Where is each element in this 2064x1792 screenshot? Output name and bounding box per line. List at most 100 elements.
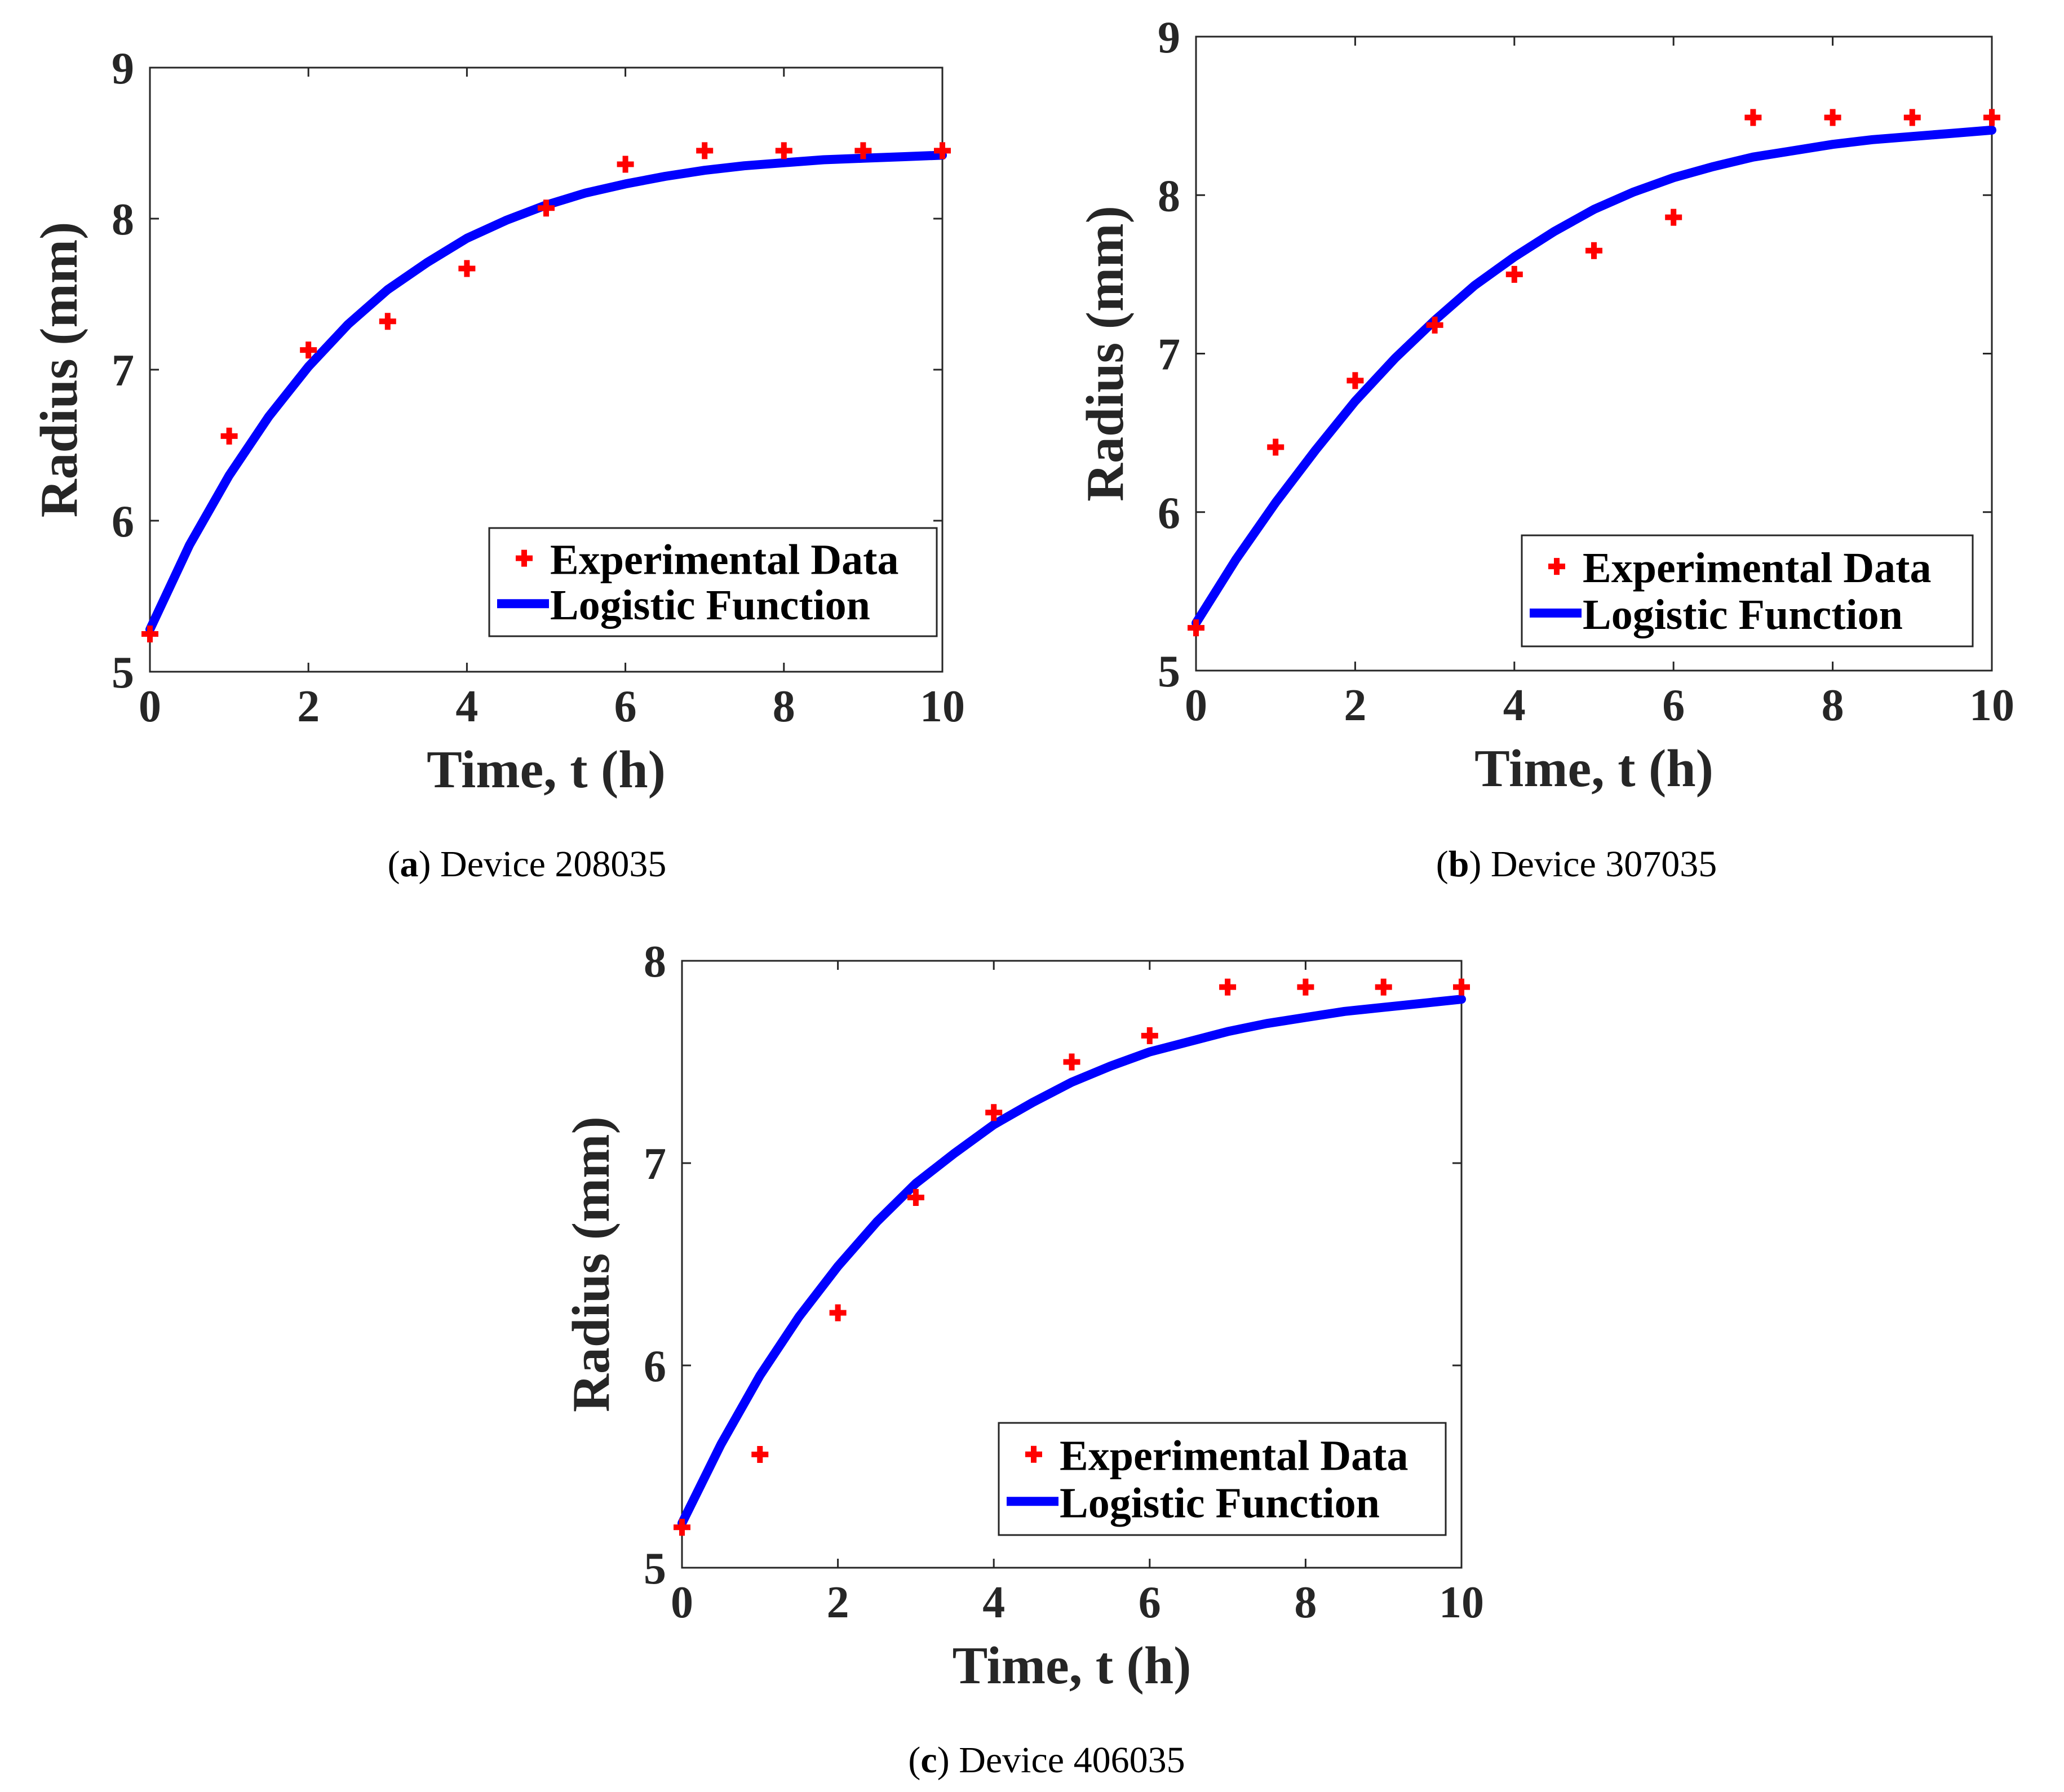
legend-marker-icon	[1025, 1445, 1042, 1463]
caption-text: Device 307035	[1481, 844, 1717, 885]
x-tick-label: 10	[1969, 681, 2014, 730]
y-tick-label: 8	[112, 195, 134, 245]
legend-label: Experimental Data	[550, 536, 898, 584]
data-point	[829, 1304, 847, 1321]
data-point	[1453, 978, 1470, 996]
logistic-function-line	[677, 995, 1466, 1528]
x-tick-label: 0	[1185, 681, 1207, 730]
y-tick-label: 9	[1158, 13, 1180, 63]
caption-close: )	[419, 844, 431, 885]
data-point	[674, 1519, 690, 1536]
caption-letter: b	[1449, 844, 1469, 885]
caption-letter: c	[920, 1740, 937, 1781]
y-tick-label: 7	[1158, 330, 1180, 380]
data-point	[379, 313, 396, 330]
y-tick-label: 8	[644, 937, 666, 987]
x-axis-label: Time, t (h)	[1474, 739, 1713, 798]
legend-label: Logistic Function	[1583, 591, 1903, 638]
y-tick-label: 5	[112, 648, 134, 698]
x-tick-label: 10	[920, 682, 965, 731]
data-point	[1063, 1053, 1080, 1071]
chart-b: 0 2 4 6 8 10 5 6 7 8 9 Time, t (h) Radius (mm) Experi…	[1076, 13, 2014, 885]
data-point	[141, 626, 158, 642]
data-point	[1903, 109, 1921, 126]
data-point	[1983, 109, 2000, 126]
legend-label: Experimental Data	[1583, 544, 1931, 592]
caption-close: )	[937, 1740, 950, 1781]
data-point	[458, 260, 476, 277]
data-point	[220, 427, 238, 445]
caption-letter: a	[400, 844, 419, 885]
data-point	[696, 142, 714, 159]
data-point	[1267, 438, 1285, 456]
data-point	[985, 1104, 1003, 1121]
x-tick-label: 8	[1822, 681, 1844, 730]
x-tick-label: 6	[614, 682, 637, 731]
caption-text: Device 208035	[431, 844, 667, 885]
legend-box	[998, 1422, 1447, 1536]
data-point	[1375, 978, 1392, 996]
data-point	[1665, 209, 1682, 226]
data-point	[1824, 109, 1841, 126]
caption-open: (	[908, 1740, 920, 1781]
data-point	[907, 1189, 924, 1207]
caption-open: (	[388, 844, 400, 885]
y-tick-label: 6	[644, 1342, 666, 1391]
data-point	[1347, 372, 1364, 389]
y-tick-label: 9	[112, 44, 134, 94]
y-tick-label: 6	[1158, 489, 1180, 538]
x-tick-label: 0	[139, 682, 161, 731]
legend-label: Logistic Function	[550, 582, 870, 629]
x-tick-label: 4	[455, 682, 478, 731]
x-tick-label: 4	[982, 1578, 1005, 1627]
data-point	[1744, 109, 1762, 126]
x-tick-label: 6	[1139, 1578, 1161, 1627]
x-tick-label: 2	[827, 1578, 849, 1627]
caption: (c) Device 406035	[908, 1740, 1185, 1781]
data-point	[1505, 265, 1523, 283]
x-axis-label: Time, t (h)	[427, 740, 666, 799]
x-tick-label: 10	[1439, 1578, 1484, 1627]
data-point	[1188, 619, 1204, 637]
logistic-function-line	[1192, 125, 1996, 628]
caption-text: Device 406035	[950, 1740, 1185, 1781]
data-point	[1297, 978, 1314, 996]
legend-marker-icon	[516, 549, 533, 567]
x-tick-label: 4	[1503, 681, 1526, 730]
y-tick-label: 6	[112, 497, 134, 547]
y-tick-label: 8	[1158, 171, 1180, 221]
caption-close: )	[1469, 844, 1481, 885]
data-point	[300, 341, 317, 359]
y-tick-label: 7	[644, 1139, 666, 1189]
y-axis-label: Radius (mm)	[1076, 206, 1135, 502]
legend-label: Logistic Function	[1060, 1479, 1380, 1527]
data-point	[775, 142, 792, 159]
x-tick-label: 8	[773, 682, 795, 731]
data-point	[1219, 978, 1237, 996]
data-point	[1426, 316, 1443, 334]
chart-a: 0 2 4 6 8 10 5 6 7 8 9 Time, t (h) Radius (mm) Experi…	[30, 44, 965, 885]
x-tick-label: 6	[1662, 681, 1685, 730]
x-tick-label: 8	[1294, 1578, 1317, 1627]
x-axis-label: Time, t (h)	[953, 1636, 1192, 1695]
caption: (a) Device 208035	[388, 844, 667, 885]
data-point	[538, 199, 555, 217]
legend-box	[488, 527, 938, 637]
data-point	[934, 142, 951, 159]
data-point	[1585, 242, 1602, 259]
y-tick-label: 5	[644, 1544, 666, 1594]
y-axis-label: Radius (mm)	[30, 222, 88, 518]
x-tick-label: 0	[671, 1578, 693, 1627]
caption-open: (	[1436, 844, 1449, 885]
legend-marker-icon	[1548, 558, 1565, 575]
y-tick-label: 5	[1158, 647, 1180, 697]
x-tick-label: 2	[1344, 681, 1366, 730]
caption: (b) Device 307035	[1436, 844, 1717, 885]
y-tick-label: 7	[112, 346, 134, 396]
data-point	[617, 156, 634, 173]
legend-box	[1521, 534, 1974, 647]
